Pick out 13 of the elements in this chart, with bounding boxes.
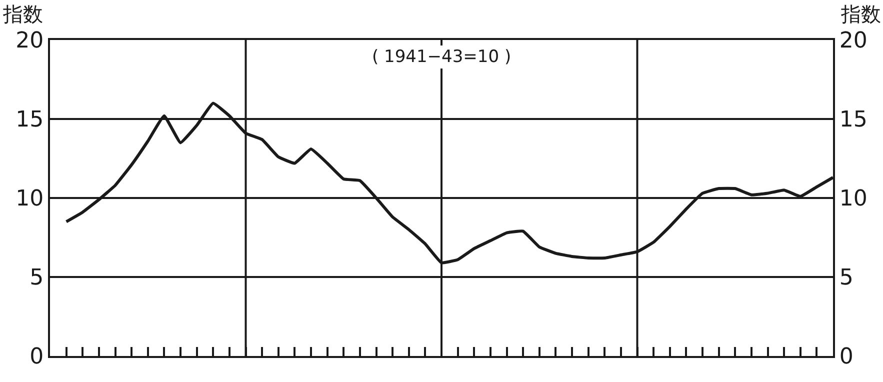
y-axis-title: 指数 — [2, 2, 43, 26]
y2-tick-label: 15 — [839, 108, 868, 133]
y-tick-label: 20 — [16, 28, 44, 54]
annotation: ( 1941−43=10 ) — [372, 47, 512, 67]
y-tick-label: 5 — [30, 266, 44, 291]
y-tick-label: 10 — [16, 186, 44, 212]
y2-tick-label: 20 — [839, 28, 868, 54]
y-tick-label: 15 — [16, 108, 44, 133]
y2-axis-title: 指数 — [840, 2, 881, 26]
y2-tick-label: 0 — [839, 344, 854, 370]
y2-tick-label: 5 — [839, 266, 854, 291]
y2-tick-label: 10 — [839, 186, 868, 212]
y-tick-label: 0 — [30, 344, 44, 370]
